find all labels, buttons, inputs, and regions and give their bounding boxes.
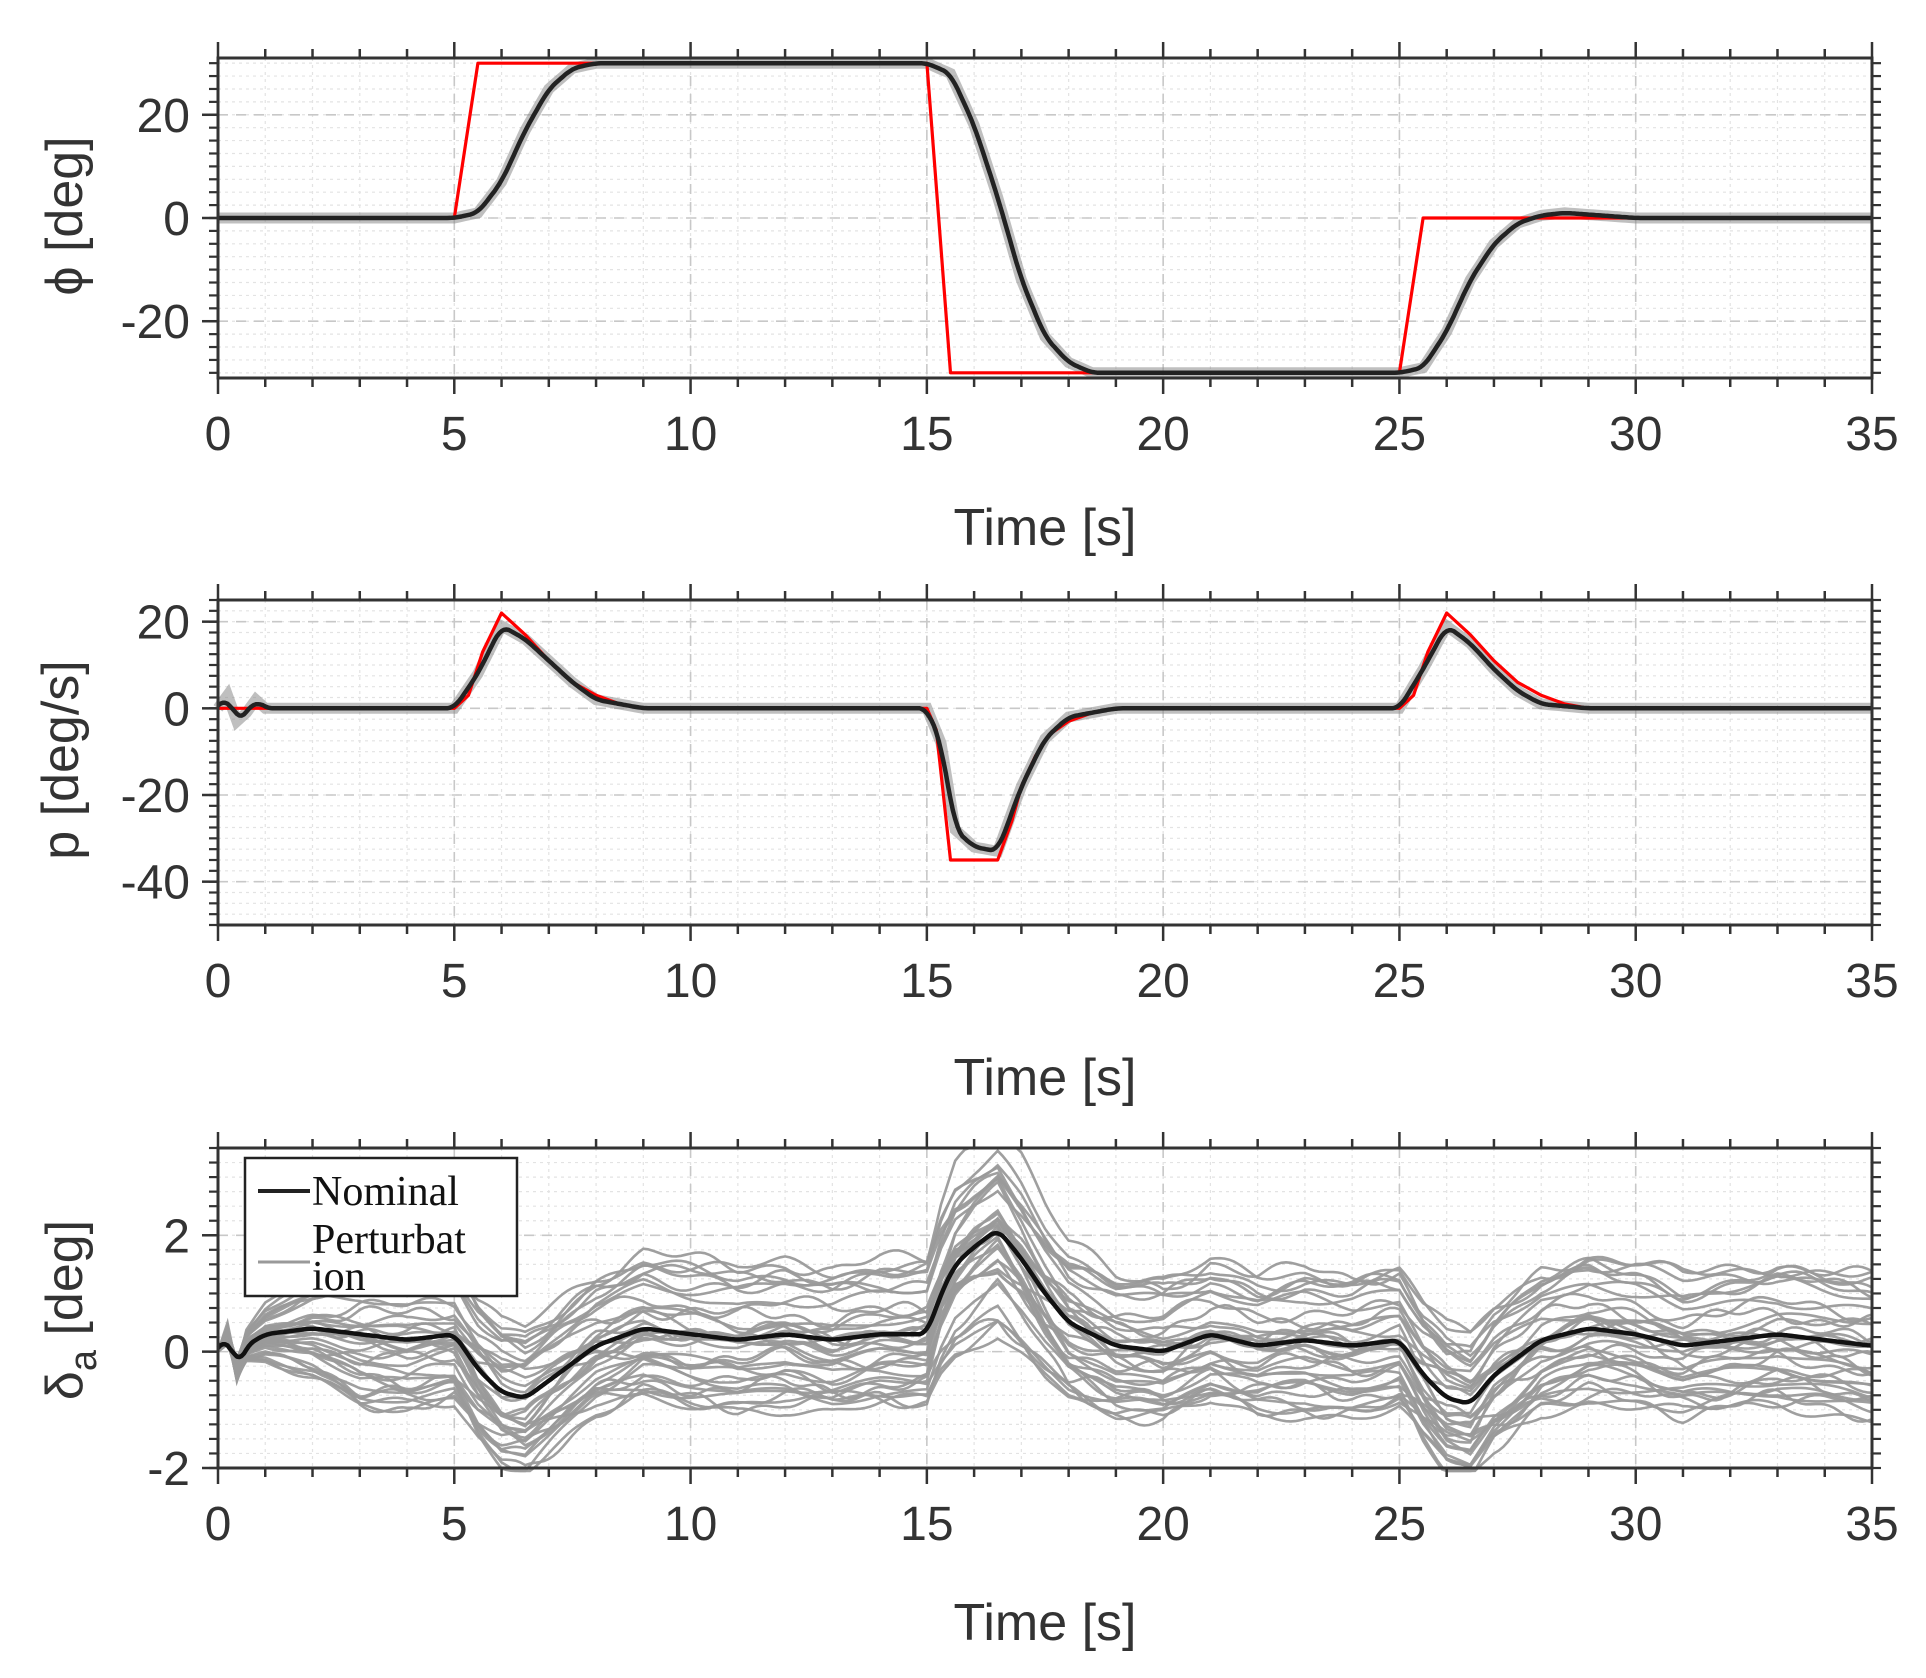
- y-axis-label: δa [deg]: [36, 1220, 105, 1400]
- x-axis-label: Time [s]: [954, 1594, 1137, 1652]
- series-nominal-line: [216, 1230, 1873, 1405]
- x-tick-label: 10: [664, 955, 717, 1008]
- x-tick-label: 15: [900, 955, 953, 1008]
- x-tick-label: 35: [1845, 955, 1898, 1008]
- series-reference-line: [218, 61, 1872, 375]
- y-tick-label: 0: [163, 683, 190, 736]
- series-perturbation-line: [216, 1165, 1873, 1390]
- y-tick-label: 20: [137, 597, 190, 650]
- x-tick-label: 0: [205, 1498, 232, 1551]
- x-tick-label: 20: [1136, 955, 1189, 1008]
- axes: 0 5 10 15 20 25 30 35 20 0 -20 -40: [121, 584, 1899, 1008]
- y-tick-label: -2: [147, 1443, 190, 1496]
- series-nominal-line: [218, 60, 1872, 376]
- series-nominal-line: [216, 627, 1872, 853]
- y-axis-label: p [deg/s]: [32, 660, 90, 859]
- y-axis-label-unit: [deg]: [36, 1220, 94, 1350]
- x-tick-label: 10: [664, 1498, 717, 1551]
- legend: Nominal Perturbat ion: [243, 1156, 519, 1300]
- y-axis-label-subscript: a: [63, 1349, 105, 1371]
- series-perturbation-line: [216, 1267, 1873, 1388]
- y-tick-label: 0: [163, 1327, 190, 1380]
- series-layer: [216, 1146, 1873, 1473]
- series-perturbation-line: [216, 1179, 1873, 1429]
- series-perturbation-line: [216, 1189, 1873, 1367]
- y-axis-label: ϕ [deg]: [36, 136, 94, 295]
- x-tick-label: 5: [441, 955, 468, 1008]
- x-tick-label: 10: [664, 408, 717, 461]
- x-tick-label: 20: [1136, 1498, 1189, 1551]
- y-tick-label: 20: [137, 90, 190, 143]
- x-tick-label: 0: [205, 955, 232, 1008]
- y-tick-label: 2: [163, 1210, 190, 1263]
- y-tick-label: -40: [121, 857, 190, 910]
- series-perturbation-line: [216, 1234, 1873, 1473]
- x-tick-label: 0: [205, 408, 232, 461]
- x-tick-label: 30: [1609, 955, 1662, 1008]
- x-axis-label: Time [s]: [954, 499, 1137, 557]
- legend-label-perturbation-cont: ion: [312, 1254, 366, 1300]
- x-tick-label: 15: [900, 1498, 953, 1551]
- grid: [217, 599, 1873, 926]
- x-tick-label: 5: [441, 1498, 468, 1551]
- y-tick-label: -20: [121, 770, 190, 823]
- series-layer: [218, 57, 1872, 379]
- x-tick-label: 20: [1136, 408, 1189, 461]
- series-perturbation-line: [216, 1163, 1873, 1367]
- series-perturbation-line: [216, 1271, 1873, 1388]
- x-tick-label: 25: [1373, 408, 1426, 461]
- y-tick-label: -20: [121, 296, 190, 349]
- x-tick-label: 35: [1845, 408, 1898, 461]
- x-tick-label: 30: [1609, 1498, 1662, 1551]
- axes: 0 5 10 15 20 25 30 35 20 0 -20: [121, 42, 1899, 461]
- x-tick-label: 30: [1609, 408, 1662, 461]
- legend-label-perturbation: Perturbat: [312, 1217, 466, 1263]
- x-tick-label: 25: [1373, 1498, 1426, 1551]
- panel-roll-angle: 0 5 10 15 20 25 30 35 20 0 -20 Time [s] ϕ [deg]: [36, 42, 1899, 557]
- series-perturbation-line: [217, 1319, 1873, 1438]
- x-axis-label: Time [s]: [954, 1049, 1137, 1107]
- series-perturbation-line: [217, 1337, 1873, 1443]
- legend-label-nominal: Nominal: [312, 1169, 459, 1215]
- series-perturbation-line: [216, 1148, 1873, 1366]
- y-axis-label-symbol: δ: [36, 1371, 94, 1400]
- x-tick-label: 5: [441, 408, 468, 461]
- series-layer: [213, 611, 1872, 862]
- series-perturbation-line: [216, 1277, 1873, 1473]
- x-tick-label: 15: [900, 408, 953, 461]
- series-perturbation-line: [216, 1218, 1873, 1394]
- series-perturbation-line: [216, 1281, 1873, 1467]
- x-tick-label: 35: [1845, 1498, 1898, 1551]
- y-tick-label: 0: [163, 193, 190, 246]
- x-tick-label: 25: [1373, 955, 1426, 1008]
- panel-roll-rate: 0 5 10 15 20 25 30 35 20 0 -20 -40 Time [s] p [deg/…: [32, 584, 1899, 1107]
